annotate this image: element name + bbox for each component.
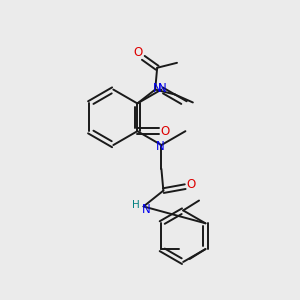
Text: N: N [142, 203, 151, 216]
Text: O: O [160, 125, 170, 138]
Text: H: H [132, 200, 140, 211]
Text: N: N [156, 140, 165, 152]
Text: N: N [153, 82, 162, 95]
Text: N: N [158, 82, 167, 95]
Text: O: O [187, 178, 196, 191]
Text: O: O [134, 46, 143, 59]
